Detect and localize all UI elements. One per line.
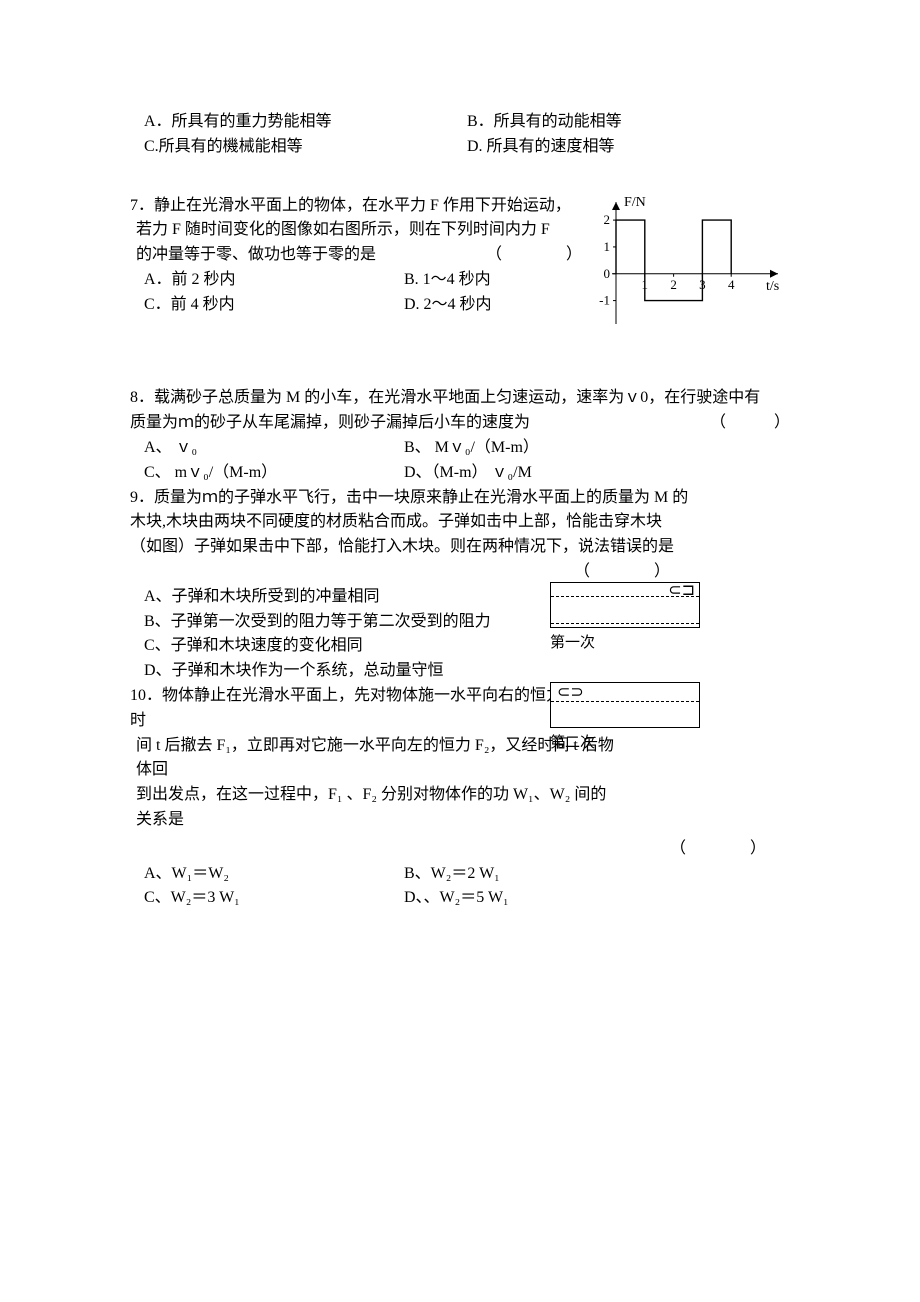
q7-chart: -10121234F/Nt/s [590,194,790,353]
svg-text:4: 4 [728,276,735,291]
top-options-row2: C.所具有的機械能相等 D. 所具有的速度相等 [130,135,790,160]
top-options-row1: A．所具有的重力势能相等 B．所具有的动能相等 [130,110,790,135]
q7-opt-c: C．前 4 秒内 [144,293,404,318]
bullet-icon: ⊂⊃ [557,685,584,701]
svg-text:-1: -1 [599,292,610,307]
q10-opt-b: B、W₂＝2 W₁ [404,862,790,887]
question-9: 9．质量为ｍ的子弹水平飞行，击中一块原来静止在光滑水平面上的质量为 M 的 木块… [130,486,790,684]
q8-opt-d: D、（M-m） ｖ₀/M [404,461,790,486]
q7-stem-line2: 若力 F 随时间变化的图像如右图所示，则在下列时间内力 F [130,218,582,243]
q9-stem-line3: （如图）子弹如果击中下部，恰能打入木块。则在两种情况下，说法错误的是 [130,535,790,560]
q7-stem-line1: 7．静止在光滑水平面上的物体，在水平力 F 作用下开始运动， [130,194,582,219]
q7-opt-b: B. 1～4 秒内 [404,268,582,293]
q9-diagram-1: ⊂⊐ 第一次 [550,582,700,655]
svg-text:1: 1 [604,239,611,254]
q9-stem-line2: 木块,木块由两块不同硬度的材质粘合而成。子弹如击中上部，恰能击穿木块 [130,510,790,535]
q10-paren: （ ） [670,837,766,862]
opt-d: D. 所具有的速度相等 [467,135,790,160]
q8-opt-b: B、 Mｖ₀/（M-m） [404,436,790,461]
q9-stem-line1: 9．质量为ｍ的子弹水平飞行，击中一块原来静止在光滑水平面上的质量为 M 的 [130,486,790,511]
q9-caption-1: 第一次 [550,632,700,655]
q8-stem-line1: 8．载满砂子总质量为 M 的小车，在光滑水平地面上匀速运动，速率为ｖ0，在行驶途… [130,386,790,411]
q9-opt-d: D、子弹和木块作为一个系统，总动量守恒 [130,659,790,684]
opt-a: A．所具有的重力势能相等 [144,110,467,135]
q7-opt-a: A．前 2 秒内 [144,268,404,293]
svg-text:2: 2 [604,212,611,227]
q9-caption-2: 第二次 [550,732,700,755]
q10-opt-c: C、W₂＝3 W₁ [144,886,404,911]
q8-stem-line2: 质量为ｍ的砂子从车尾漏掉，则砂子漏掉后小车的速度为 [130,411,530,436]
svg-text:2: 2 [670,276,677,291]
svg-text:F/N: F/N [624,195,646,210]
q7-opt-d: D. 2～4 秒内 [404,293,582,318]
bullet-icon: ⊂⊐ [668,583,695,599]
q10-stem-line3: 到出发点，在这一过程中，F₁ 、F₂ 分别对物体作的功 W₁、W₂ 间的关系是 [130,783,790,833]
q7-paren: （ ） [486,243,582,268]
opt-b: B．所具有的动能相等 [467,110,790,135]
q7-stem-line3: 的冲量等于零、做功也等于零的是 [136,243,376,268]
svg-text:t/s: t/s [766,278,779,293]
q9-diagram-2: ⊂⊃ 第二次 [550,682,700,755]
q10-opt-a: A、W₁＝W₂ [144,862,404,887]
q8-opt-c: C、 mｖ₀/（M-m） [144,461,404,486]
question-8: 8．载满砂子总质量为 M 的小车，在光滑水平地面上匀速运动，速率为ｖ0，在行驶途… [130,386,790,485]
opt-c: C.所具有的機械能相等 [144,135,467,160]
q8-opt-a: A、 ｖ₀ [144,436,404,461]
question-7: 7．静止在光滑水平面上的物体，在水平力 F 作用下开始运动， 若力 F 随时间变… [130,194,790,353]
q10-opt-d: D、、W₂＝5 W₁ [404,886,790,911]
svg-text:0: 0 [604,265,611,280]
q8-paren: （ ） [710,411,790,436]
